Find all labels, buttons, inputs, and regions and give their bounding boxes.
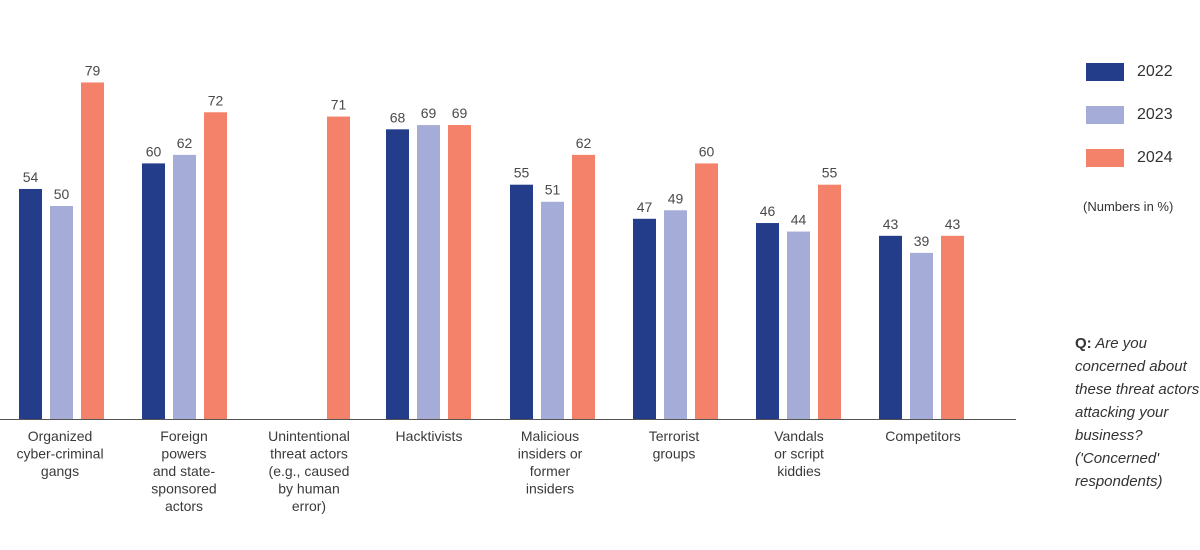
bar-2022-cat-6 [756, 223, 779, 419]
bar-2024-cat-6 [818, 184, 841, 419]
value-label-2023-cat-5: 49 [668, 190, 684, 206]
bar-2023-cat-7 [910, 252, 933, 419]
value-label-2023-cat-6: 44 [791, 212, 807, 228]
legend-item-2022: 2022 [1086, 62, 1200, 82]
value-label-2024-cat-5: 60 [699, 143, 715, 159]
category-label-line: (e.g., caused [269, 463, 350, 479]
category-label-6: Vandals or script kiddies [774, 428, 824, 479]
bar-2022-cat-7 [879, 235, 902, 419]
bar-2023-cat-1 [173, 154, 196, 419]
category-label-7: Competitors [885, 428, 960, 444]
value-label-2022-cat-6: 46 [760, 203, 776, 219]
category-label-5: Terrorist groups [649, 428, 700, 462]
bar-2024-cat-4 [572, 154, 595, 419]
legend: 2022 2023 2024 [1086, 62, 1200, 191]
value-label-2024-cat-1: 72 [208, 92, 224, 108]
category-label-1: Foreign powers and state-sponsored actors [151, 428, 216, 514]
category-label-line: Terrorist [649, 428, 700, 444]
category-label-2: Unintentional threat actors (e.g., caused b… [268, 428, 350, 514]
bar-2023-cat-3 [417, 125, 440, 419]
value-label-2023-cat-4: 51 [545, 182, 561, 198]
bar-2024-cat-0 [81, 82, 104, 420]
value-label-2022-cat-7: 43 [883, 216, 899, 232]
category-label-4: Malicious insiders or former insiders [518, 428, 583, 497]
category-label-3: Hacktivists [396, 428, 463, 444]
category-label-line: Malicious [521, 428, 579, 444]
category-label-line: Unintentional [268, 428, 350, 444]
question-prefix: Q: [1075, 335, 1092, 352]
bar-2022-cat-4 [510, 184, 533, 419]
value-label-2022-cat-5: 47 [637, 199, 653, 215]
category-label-line: gangs [41, 463, 79, 479]
bar-2024-cat-1 [204, 112, 227, 419]
category-label-line: former [530, 463, 571, 479]
category-label-line: cyber-criminal [16, 446, 103, 462]
category-label-line: error) [292, 498, 326, 514]
category-label-line: kiddies [777, 463, 821, 479]
value-label-2022-cat-3: 68 [390, 109, 406, 125]
bar-2023-cat-4 [541, 201, 564, 419]
category-label-line: Vandals [774, 428, 824, 444]
legend-item-2023: 2023 [1086, 105, 1200, 125]
value-label-2024-cat-2: 71 [331, 97, 347, 113]
value-label-2022-cat-1: 60 [146, 143, 162, 159]
units-note: (Numbers in %) [1083, 199, 1174, 214]
bar-2022-cat-5 [633, 218, 656, 419]
legend-swatch-2022 [1086, 63, 1124, 81]
bar-2023-cat-6 [787, 231, 810, 419]
legend-swatch-2024 [1086, 149, 1124, 167]
legend-item-2024: 2024 [1086, 148, 1200, 168]
legend-label-2023: 2023 [1137, 106, 1173, 123]
bar-2024-cat-3 [448, 125, 471, 419]
value-label-2023-cat-3: 69 [421, 105, 437, 121]
bar-chart: 54 60 68 55 47 46 43 50 62 69 51 49 44 39 79 72 71 69 62 60… [0, 62, 1016, 514]
bar-2024-cat-2 [327, 116, 350, 419]
category-label-0: Organized cyber-criminal gangs [16, 428, 103, 479]
category-label-line: insiders [526, 481, 574, 497]
category-labels: Organized cyber-criminal gangs Foreign power… [16, 428, 960, 514]
category-label-line: sponsored [151, 481, 216, 497]
value-label-2023-cat-1: 62 [177, 135, 193, 151]
value-label-2023-cat-7: 39 [914, 233, 930, 249]
bar-2023-cat-0 [50, 206, 73, 419]
value-label-2024-cat-7: 43 [945, 216, 961, 232]
category-label-line: Competitors [885, 428, 960, 444]
value-label-2024-cat-3: 69 [452, 105, 468, 121]
category-label-line: or script [774, 446, 824, 462]
category-label-line: insiders or [518, 446, 583, 462]
legend-swatch-2023 [1086, 106, 1124, 124]
value-label-2022-cat-0: 54 [23, 169, 39, 185]
legend-label-2024: 2024 [1137, 149, 1173, 166]
bar-2022-cat-0 [19, 188, 42, 419]
category-label-line: and state- [153, 463, 216, 479]
value-label-2024-cat-6: 55 [822, 165, 838, 181]
legend-label-2022: 2022 [1137, 63, 1173, 80]
bar-2023-cat-5 [664, 210, 687, 419]
question-text: Are you concerned about these threat act… [1075, 335, 1200, 490]
category-label-line: by human [278, 481, 339, 497]
category-label-line: powers [161, 446, 206, 462]
value-label-2024-cat-4: 62 [576, 135, 592, 151]
category-label-line: Hacktivists [396, 428, 463, 444]
bar-2022-cat-3 [386, 129, 409, 419]
value-label-2022-cat-4: 55 [514, 165, 530, 181]
bars-group: 54 60 68 55 47 46 43 50 62 69 51 49 44 39 79 72 71 69 62 60… [19, 62, 964, 420]
category-label-line: Foreign [160, 428, 207, 444]
category-label-line: Organized [28, 428, 93, 444]
category-label-line: threat actors [270, 446, 348, 462]
category-label-line: groups [653, 446, 696, 462]
bar-2024-cat-5 [695, 163, 718, 419]
value-label-2024-cat-0: 79 [85, 62, 101, 78]
bar-2022-cat-1 [142, 163, 165, 419]
bar-2024-cat-7 [941, 235, 964, 419]
survey-question: Q: Are you concerned about these threat … [1075, 332, 1200, 493]
value-label-2023-cat-0: 50 [54, 186, 70, 202]
category-label-line: actors [165, 498, 203, 514]
